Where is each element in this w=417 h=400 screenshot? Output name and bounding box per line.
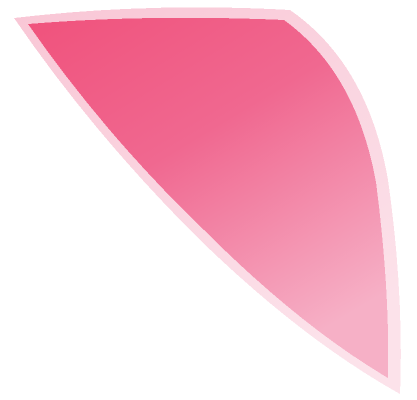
pink-shape: [28, 17, 389, 378]
